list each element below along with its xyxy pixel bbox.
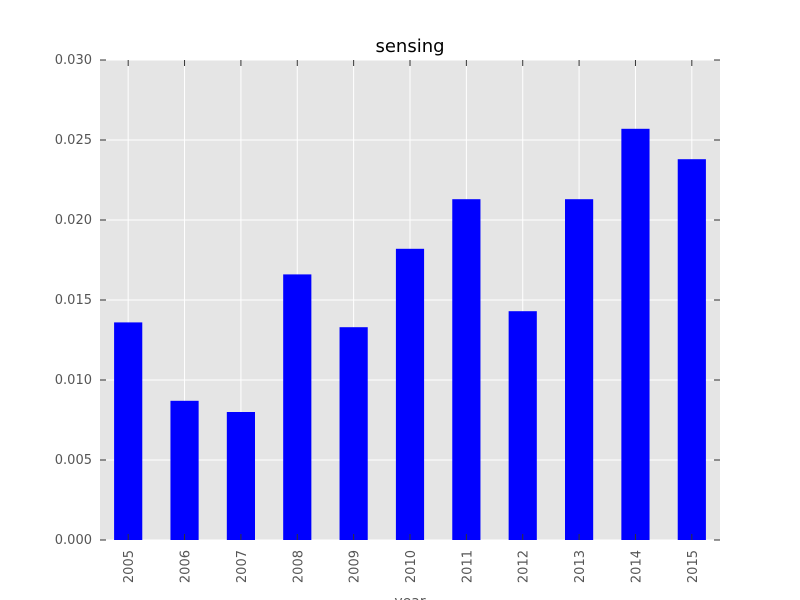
y-tick-label: 0.015 bbox=[55, 293, 92, 308]
x-tick-label: 2014 bbox=[629, 550, 644, 583]
y-tick-label: 0.000 bbox=[55, 533, 92, 548]
bar-2010 bbox=[395, 248, 425, 541]
x-tick-label: 2010 bbox=[404, 550, 419, 583]
x-tick-label: 2012 bbox=[517, 550, 532, 583]
x-axis-label: year bbox=[394, 594, 425, 600]
x-tick-label: 2011 bbox=[460, 550, 475, 583]
bar-2011 bbox=[452, 199, 481, 540]
bar-2012 bbox=[508, 311, 537, 540]
bar-2014 bbox=[621, 128, 650, 541]
bar-2006 bbox=[170, 400, 199, 540]
x-tick-label: 2006 bbox=[179, 550, 194, 583]
chart-title: sensing bbox=[375, 36, 444, 57]
x-tick-label: 2009 bbox=[348, 550, 363, 583]
y-tick-label: 0.030 bbox=[55, 53, 92, 68]
bar-2013 bbox=[565, 199, 594, 540]
bar-2007 bbox=[226, 412, 255, 540]
bars bbox=[114, 128, 706, 541]
bar-2005 bbox=[114, 322, 143, 540]
y-tick-label: 0.010 bbox=[55, 373, 92, 388]
y-tick-label: 0.025 bbox=[55, 133, 92, 148]
x-tick-label: 2007 bbox=[235, 550, 250, 583]
x-tick-label: 2015 bbox=[686, 550, 701, 583]
x-tick-label: 2013 bbox=[573, 550, 588, 583]
y-tick-label: 0.020 bbox=[55, 213, 92, 228]
tick-labels: 0.000 0.005 0.010 0.015 0.020 0.025 0.030 2005 2… bbox=[55, 53, 701, 583]
bar-2015 bbox=[677, 159, 706, 540]
y-tick-label: 0.005 bbox=[55, 453, 92, 468]
x-tick-label: 2008 bbox=[291, 550, 306, 583]
bar-2009 bbox=[339, 327, 368, 540]
tick-marks bbox=[100, 59, 720, 541]
bar-2008 bbox=[283, 274, 312, 540]
x-tick-label: 2005 bbox=[122, 550, 137, 583]
